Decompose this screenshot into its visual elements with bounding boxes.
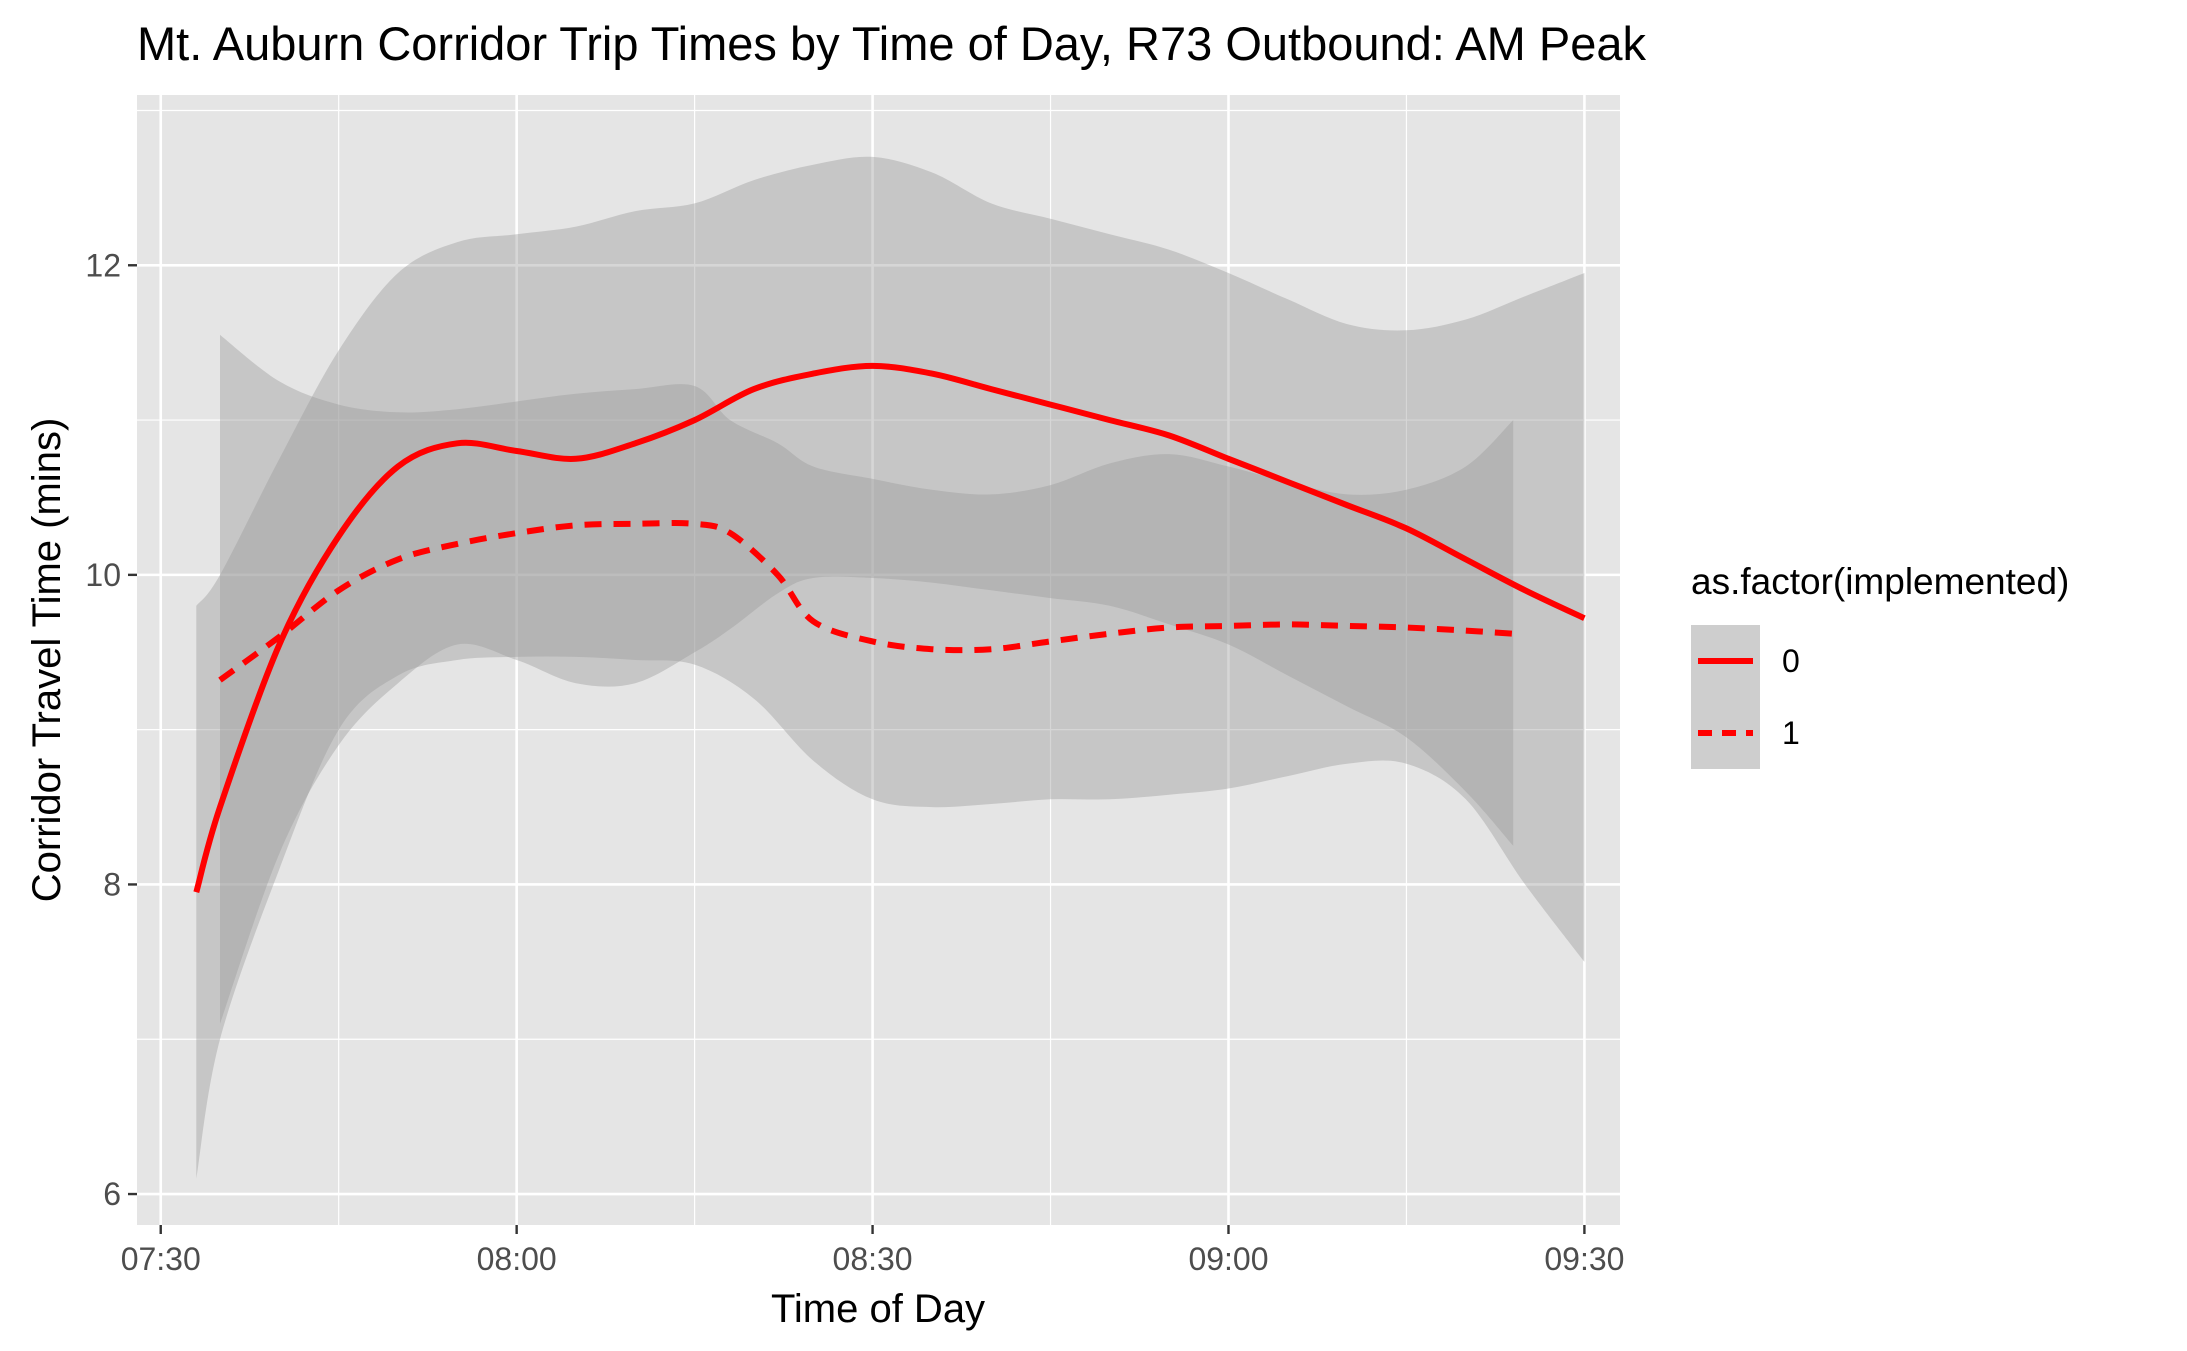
legend-keys: 01 — [1691, 625, 1800, 769]
legend-label-1: 1 — [1782, 715, 1800, 751]
minor-gridlines — [137, 95, 1620, 1225]
confidence-band-series-1 — [220, 334, 1514, 1024]
y-tick-label: 10 — [85, 557, 121, 593]
x-tick-label: 07:30 — [121, 1241, 201, 1277]
y-axis-title: Corridor Travel Time (mins) — [25, 418, 69, 903]
legend-title: as.factor(implemented) — [1691, 561, 2069, 602]
x-axis-title: Time of Day — [771, 1287, 985, 1331]
major-gridlines — [137, 95, 1620, 1225]
confidence-band-series-0 — [196, 156, 1585, 1179]
y-tick-label: 12 — [85, 247, 121, 283]
legend: as.factor(implemented) 01 — [1691, 561, 2069, 769]
legend-label-0: 0 — [1782, 643, 1800, 679]
confidence-bands — [196, 156, 1585, 1179]
y-axis: 6 8 10 12 — [85, 247, 137, 1212]
y-tick-label: 6 — [103, 1176, 121, 1212]
x-tick-label: 09:30 — [1544, 1241, 1624, 1277]
x-tick-label: 08:00 — [477, 1241, 557, 1277]
x-axis: 07:30 08:00 08:30 09:00 09:30 — [121, 1225, 1624, 1277]
y-tick-label: 8 — [103, 866, 121, 902]
chart-title: Mt. Auburn Corridor Trip Times by Time o… — [137, 17, 1646, 70]
series-lines — [193, 362, 1586, 894]
series-line-0 — [193, 362, 1586, 894]
x-tick-label: 08:30 — [833, 1241, 913, 1277]
plot-panel — [137, 95, 1620, 1225]
x-tick-label: 09:00 — [1188, 1241, 1268, 1277]
